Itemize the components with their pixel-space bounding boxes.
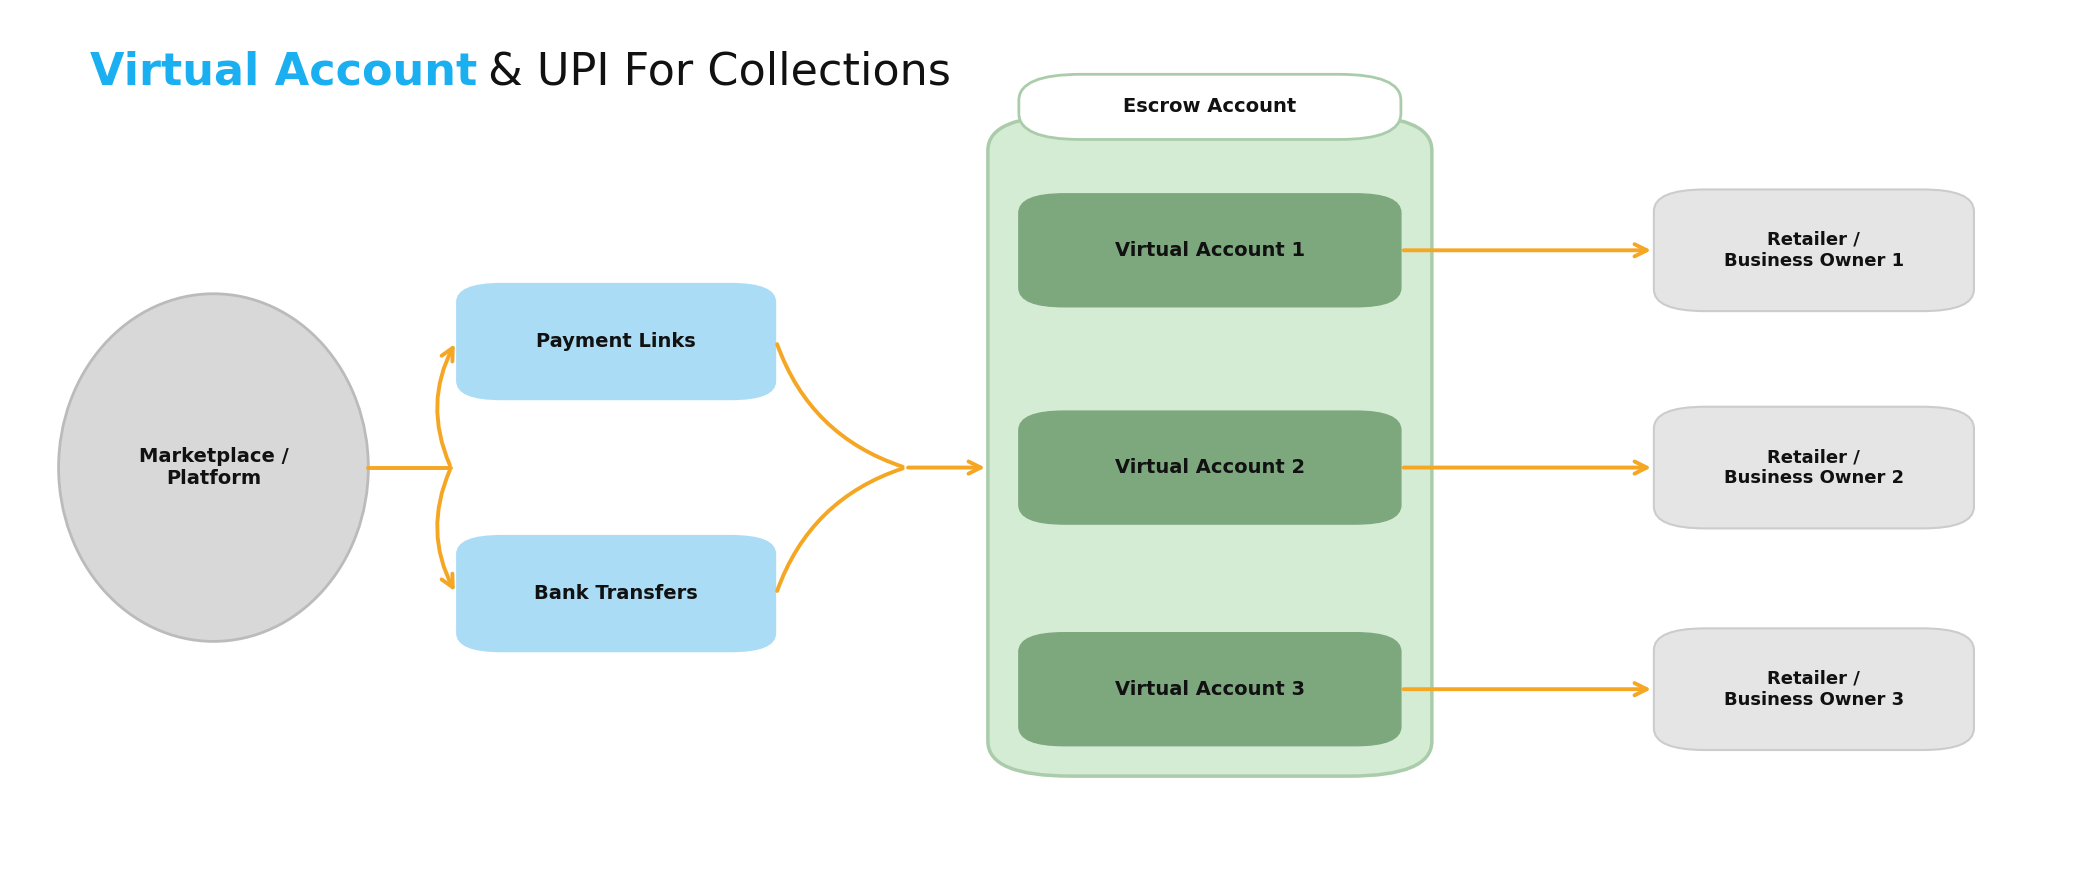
FancyBboxPatch shape	[455, 535, 775, 653]
FancyBboxPatch shape	[988, 116, 1432, 776]
FancyBboxPatch shape	[1655, 407, 1973, 528]
Text: Virtual Account 3: Virtual Account 3	[1114, 680, 1306, 698]
FancyBboxPatch shape	[1655, 629, 1973, 750]
Text: Virtual Account 1: Virtual Account 1	[1114, 241, 1306, 260]
Text: Bank Transfers: Bank Transfers	[534, 584, 699, 603]
Text: Retailer /
Business Owner 1: Retailer / Business Owner 1	[1723, 230, 1904, 269]
Ellipse shape	[58, 294, 368, 641]
Text: Retailer /
Business Owner 2: Retailer / Business Owner 2	[1723, 449, 1904, 487]
FancyBboxPatch shape	[455, 283, 775, 400]
Text: & UPI For Collections: & UPI For Collections	[474, 50, 950, 94]
FancyBboxPatch shape	[1019, 74, 1401, 140]
FancyBboxPatch shape	[1019, 633, 1401, 745]
Text: Virtual Account: Virtual Account	[89, 50, 476, 94]
FancyBboxPatch shape	[1019, 193, 1401, 306]
Text: Retailer /
Business Owner 3: Retailer / Business Owner 3	[1723, 670, 1904, 708]
Text: Payment Links: Payment Links	[536, 332, 696, 351]
Text: Marketplace /
Platform: Marketplace / Platform	[139, 447, 289, 488]
FancyBboxPatch shape	[1655, 190, 1973, 311]
Text: Virtual Account 2: Virtual Account 2	[1114, 458, 1306, 477]
Text: Escrow Account: Escrow Account	[1123, 97, 1297, 117]
FancyBboxPatch shape	[1019, 411, 1401, 525]
